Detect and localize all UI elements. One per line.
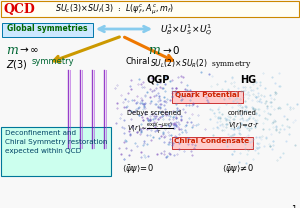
Text: 1: 1 bbox=[291, 205, 296, 208]
Text: $V(r)\!=\!\sigma\!\cdot\!r$: $V(r)\!=\!\sigma\!\cdot\!r$ bbox=[228, 120, 260, 130]
FancyBboxPatch shape bbox=[172, 90, 242, 103]
FancyBboxPatch shape bbox=[1, 127, 111, 176]
Text: confined: confined bbox=[228, 110, 257, 116]
Text: Chiral: Chiral bbox=[125, 57, 150, 66]
Text: QGP: QGP bbox=[146, 75, 170, 85]
Text: Quark Potential: Quark Potential bbox=[175, 92, 239, 98]
Text: $\langle\bar{\psi}\psi\rangle\!\neq\!0$: $\langle\bar{\psi}\psi\rangle\!\neq\!0$ bbox=[222, 162, 254, 175]
Text: $\langle\bar{\psi}\psi\rangle\!=\!0$: $\langle\bar{\psi}\psi\rangle\!=\!0$ bbox=[122, 162, 154, 175]
Text: Chiral Condensate: Chiral Condensate bbox=[174, 138, 250, 144]
Text: $Z(3)$: $Z(3)$ bbox=[6, 58, 28, 71]
Text: HG: HG bbox=[240, 75, 256, 85]
Text: Debye screened: Debye screened bbox=[127, 110, 181, 116]
Text: $SU_c(3)\!\times\!SU_f(3)$  :  $L(\psi_f^c,A_\mu^c,m_f)$: $SU_c(3)\!\times\!SU_f(3)$ : $L(\psi_f^c… bbox=[55, 3, 174, 17]
Text: $SU_L(2)\!\times\!SU_R(2)$  symmetry: $SU_L(2)\!\times\!SU_R(2)$ symmetry bbox=[150, 57, 251, 70]
Text: $\rightarrow 0$: $\rightarrow 0$ bbox=[160, 44, 181, 56]
Text: m: m bbox=[6, 44, 18, 57]
Text: $V(r)\!\sim\!\frac{\exp(-\mu_D r)}{r}$: $V(r)\!\sim\!\frac{\exp(-\mu_D r)}{r}$ bbox=[127, 120, 173, 136]
FancyBboxPatch shape bbox=[2, 22, 92, 36]
Text: $\rightarrow\infty$: $\rightarrow\infty$ bbox=[17, 44, 39, 54]
Text: Global symmetries: Global symmetries bbox=[7, 24, 87, 33]
Text: Deconfinement and
Chiral Symmetry restoration
expected within QCD: Deconfinement and Chiral Symmetry restor… bbox=[5, 130, 107, 154]
FancyBboxPatch shape bbox=[1, 1, 299, 17]
Text: symmetry: symmetry bbox=[32, 57, 75, 66]
FancyBboxPatch shape bbox=[172, 136, 253, 149]
Text: m: m bbox=[148, 44, 160, 57]
Text: $U_B^1\!\times\!U_S^1\!\times\!U_Q^1$: $U_B^1\!\times\!U_S^1\!\times\!U_Q^1$ bbox=[160, 23, 213, 38]
Text: QCD: QCD bbox=[4, 3, 36, 16]
